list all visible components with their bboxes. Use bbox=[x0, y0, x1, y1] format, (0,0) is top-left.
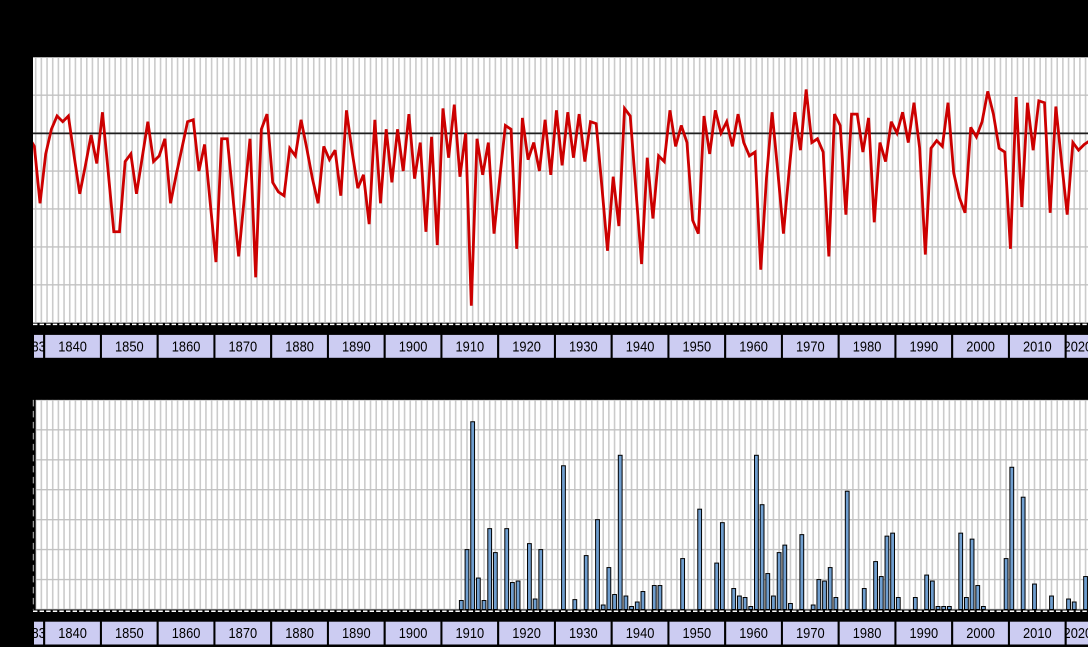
svg-text:1930: 1930 bbox=[569, 625, 598, 642]
svg-text:1920: 1920 bbox=[512, 625, 541, 642]
svg-text:1980: 1980 bbox=[853, 625, 882, 642]
svg-text:1830: 1830 bbox=[24, 338, 53, 355]
svg-text:2010: 2010 bbox=[1023, 338, 1052, 355]
svg-text:1850: 1850 bbox=[115, 625, 144, 642]
svg-text:1880: 1880 bbox=[285, 338, 314, 355]
svg-text:1910: 1910 bbox=[456, 625, 485, 642]
svg-text:1900: 1900 bbox=[399, 625, 428, 642]
svg-text:2020: 2020 bbox=[1064, 625, 1088, 642]
svg-text:1860: 1860 bbox=[172, 625, 201, 642]
svg-text:1840: 1840 bbox=[58, 625, 87, 642]
svg-text:1890: 1890 bbox=[342, 338, 371, 355]
svg-text:1930: 1930 bbox=[569, 338, 598, 355]
svg-text:2000: 2000 bbox=[966, 338, 995, 355]
svg-text:1940: 1940 bbox=[626, 625, 655, 642]
svg-text:1960: 1960 bbox=[739, 625, 768, 642]
svg-text:1870: 1870 bbox=[229, 338, 258, 355]
svg-text:1870: 1870 bbox=[229, 625, 258, 642]
svg-text:1860: 1860 bbox=[172, 338, 201, 355]
svg-text:1990: 1990 bbox=[910, 625, 939, 642]
svg-text:1840: 1840 bbox=[58, 338, 87, 355]
svg-text:1880: 1880 bbox=[285, 625, 314, 642]
svg-text:2020: 2020 bbox=[1064, 338, 1088, 355]
svg-text:1970: 1970 bbox=[796, 338, 825, 355]
svg-text:1850: 1850 bbox=[115, 338, 144, 355]
svg-text:1980: 1980 bbox=[853, 338, 882, 355]
svg-text:1920: 1920 bbox=[512, 338, 541, 355]
svg-text:1950: 1950 bbox=[683, 338, 712, 355]
svg-text:1900: 1900 bbox=[399, 338, 428, 355]
svg-text:1830: 1830 bbox=[24, 625, 53, 642]
svg-text:1970: 1970 bbox=[796, 625, 825, 642]
svg-text:2010: 2010 bbox=[1023, 625, 1052, 642]
svg-text:2000: 2000 bbox=[966, 625, 995, 642]
svg-text:1990: 1990 bbox=[910, 338, 939, 355]
svg-text:1950: 1950 bbox=[683, 625, 712, 642]
svg-text:1960: 1960 bbox=[739, 338, 768, 355]
svg-text:1940: 1940 bbox=[626, 338, 655, 355]
svg-text:1890: 1890 bbox=[342, 625, 371, 642]
svg-text:1910: 1910 bbox=[456, 338, 485, 355]
